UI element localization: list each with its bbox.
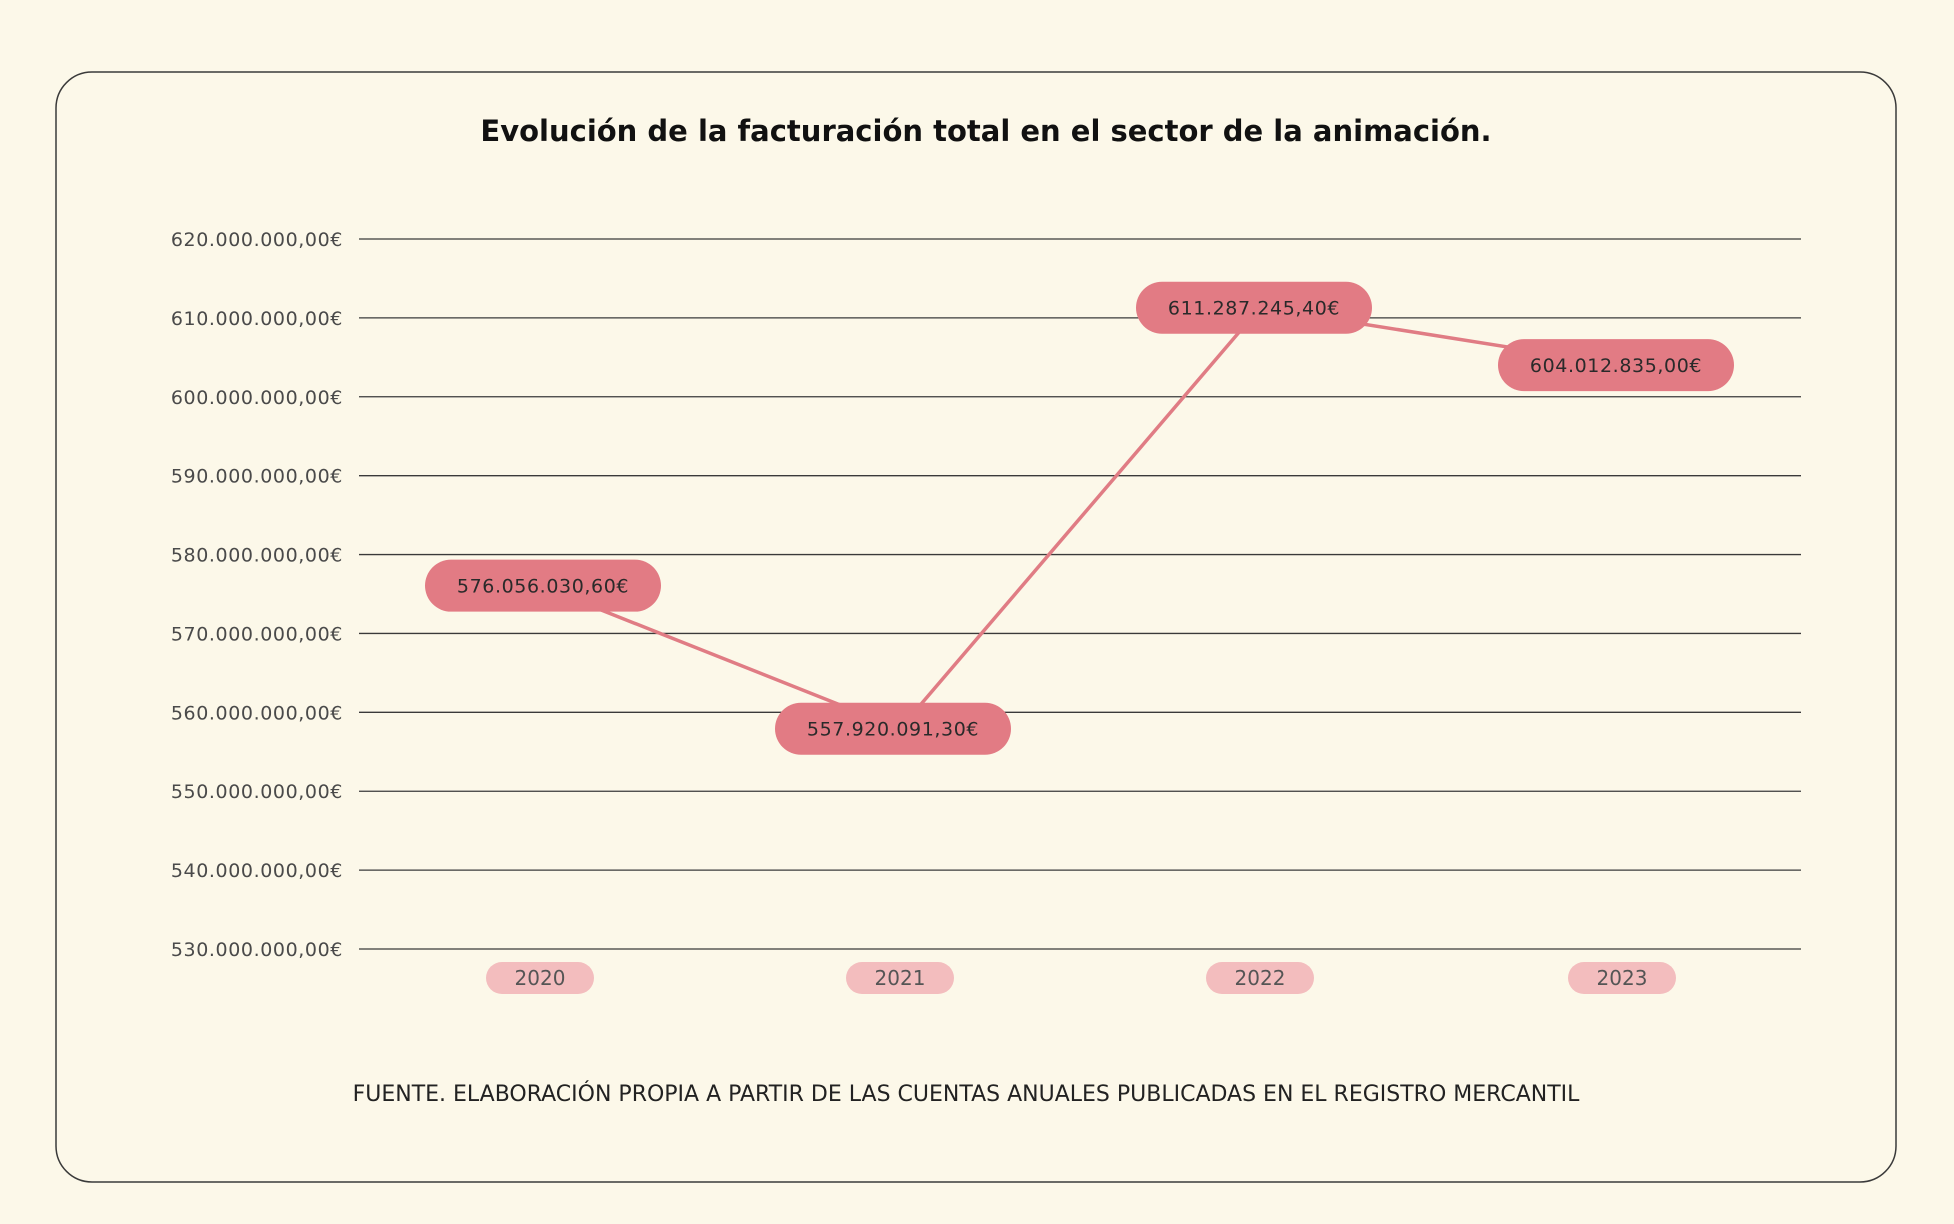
y-tick-label: 550.000.000,00€ — [171, 781, 343, 803]
y-tick-label: 590.000.000,00€ — [171, 466, 343, 488]
category-pill — [846, 962, 954, 994]
x-tick-label: 2022 — [1235, 966, 1286, 990]
category-pill — [1206, 962, 1314, 994]
data-label-pill — [425, 559, 661, 612]
data-label: 557.920.091,30€ — [807, 719, 979, 741]
data-label: 611.287.245,40€ — [1168, 298, 1340, 320]
y-tick-label: 560.000.000,00€ — [171, 702, 343, 724]
category-pill — [1568, 962, 1676, 994]
data-label-pill — [775, 702, 1011, 755]
source-note: FUENTE. ELABORACIÓN PROPIA A PARTIR DE L… — [353, 1081, 1581, 1107]
y-tick-label: 610.000.000,00€ — [171, 308, 343, 330]
y-tick-label: 620.000.000,00€ — [171, 229, 343, 251]
y-tick-label: 580.000.000,00€ — [171, 545, 343, 567]
series-line — [538, 305, 1624, 731]
x-tick-label: 2023 — [1597, 966, 1648, 990]
y-tick-label: 530.000.000,00€ — [171, 939, 343, 961]
y-tick-label: 600.000.000,00€ — [171, 387, 343, 409]
data-label: 576.056.030,60€ — [457, 576, 629, 598]
grid-lines — [359, 238, 1801, 950]
chart-frame — [55, 71, 1897, 1183]
x-tick-label: 2021 — [875, 966, 926, 990]
series-line-group — [538, 305, 1624, 731]
y-tick-labels: 620.000.000,00€ 610.000.000,00€ 600.000.00… — [171, 229, 343, 961]
y-tick-label: 570.000.000,00€ — [171, 623, 343, 645]
data-label: 604.012.835,00€ — [1530, 355, 1702, 377]
x-category-labels: 2020 2021 2022 2023 — [486, 962, 1676, 994]
category-pill — [486, 962, 594, 994]
data-label-pill — [1498, 339, 1734, 392]
data-label-pill — [1136, 281, 1372, 334]
x-tick-label: 2020 — [515, 966, 566, 990]
chart-title: Evolución de la facturación total en el … — [480, 114, 1491, 148]
y-tick-label: 540.000.000,00€ — [171, 860, 343, 882]
data-labels: 576.056.030,60€ 557.920.091,30€ 611.287.24… — [425, 281, 1734, 755]
